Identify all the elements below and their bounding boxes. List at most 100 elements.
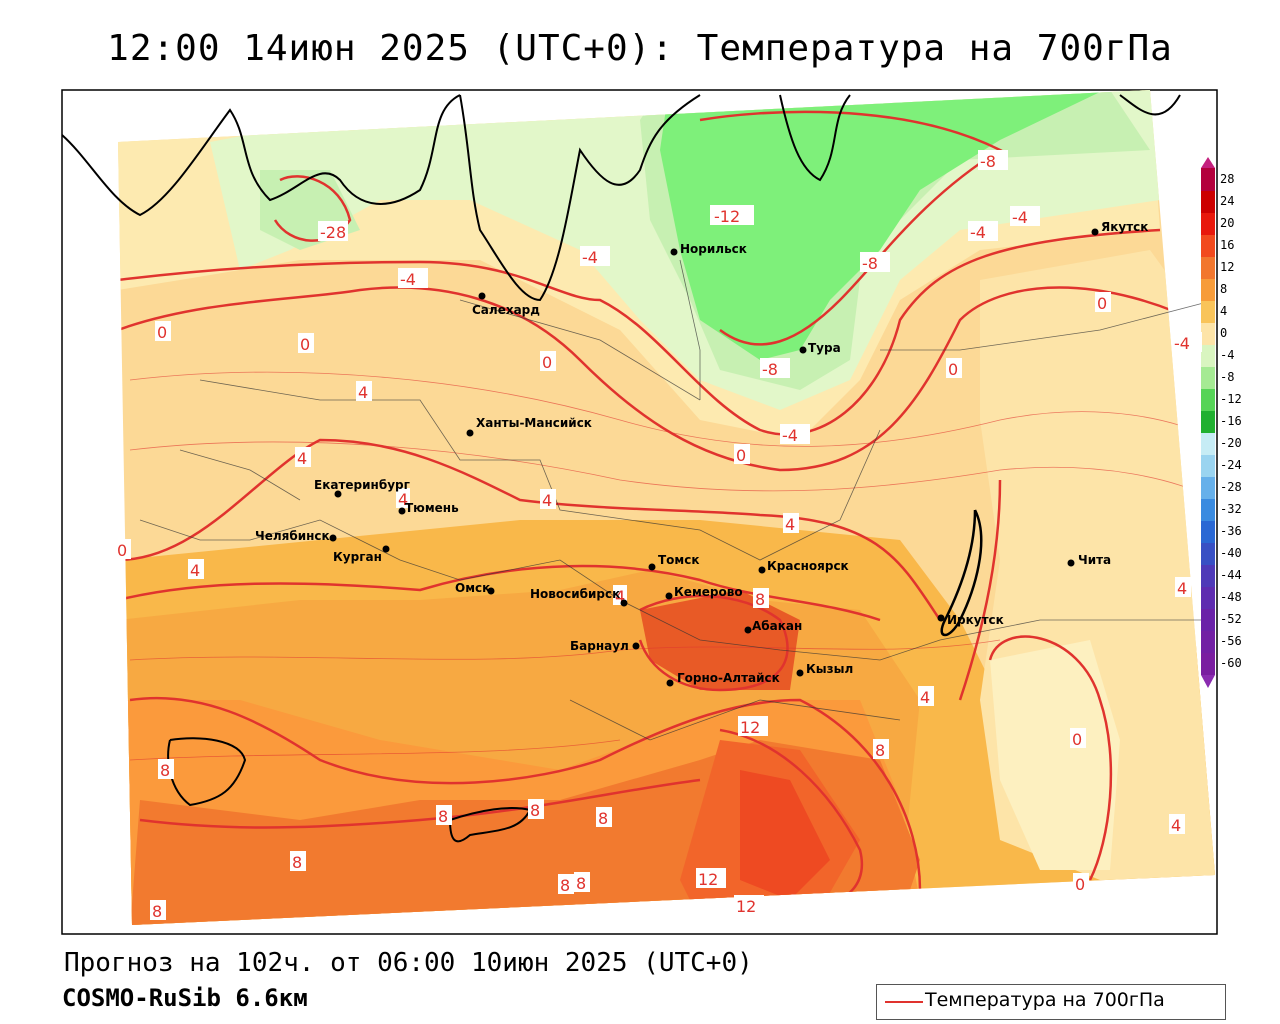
cb-label: -40 (1220, 546, 1242, 560)
isotherm-label: 8 (292, 853, 302, 872)
cb-label: -36 (1220, 524, 1242, 538)
cb-label: -28 (1220, 480, 1242, 494)
city-label: Кемерово (674, 585, 743, 599)
isotherm-label: 0 (1097, 294, 1107, 313)
isotherm-label: -4 (782, 426, 798, 445)
city-label: Ханты-Мансийск (476, 416, 592, 430)
cb-label: 0 (1220, 326, 1227, 340)
isotherm-labels: -28 -4 -4 -12 -8 -8 -4 -4 0 0 -4 -8 -4 0… (115, 150, 1202, 921)
cb-label: 12 (1220, 260, 1234, 274)
city-label: Абакан (752, 619, 802, 633)
city-label: Горно-Алтайск (677, 671, 780, 685)
isotherm-label: 0 (117, 541, 127, 560)
isotherm-label: 4 (542, 491, 552, 510)
city-label: Томск (658, 553, 700, 567)
cb-label: -4 (1220, 348, 1234, 362)
city-label: Барнаул (570, 639, 629, 653)
isotherm-label: -12 (714, 207, 740, 226)
isotherm-label: 4 (190, 561, 200, 580)
isotherm-label: -4 (970, 223, 986, 242)
cb-label: -24 (1220, 458, 1242, 472)
isotherm-label: -4 (400, 270, 416, 289)
city-label: Омск (455, 581, 490, 595)
isotherm-label: 4 (1177, 579, 1187, 598)
isotherm-label: 8 (875, 741, 885, 760)
isotherm-label: 4 (358, 383, 368, 402)
isotherm-label: -4 (1174, 334, 1190, 353)
city-label: Новосибирск (530, 587, 620, 601)
cb-label: -44 (1220, 568, 1242, 582)
isotherm-label: 8 (560, 876, 570, 895)
isotherm-label: -28 (320, 223, 346, 242)
isotherm-label: 8 (530, 801, 540, 820)
isotherm-label: -8 (762, 360, 778, 379)
legend-line-swatch (885, 1001, 923, 1003)
isotherm-label: -8 (862, 254, 878, 273)
isotherm-label: 12 (740, 718, 760, 737)
cb-label: -20 (1220, 436, 1242, 450)
cb-label: -48 (1220, 590, 1242, 604)
isotherm-label: -8 (980, 152, 996, 171)
city-label: Кызыл (806, 662, 853, 676)
cb-label: 28 (1220, 172, 1234, 186)
city-label: Якутск (1101, 220, 1148, 234)
city-label: Екатеринбург (314, 478, 410, 492)
cb-label: -16 (1220, 414, 1242, 428)
isotherm-label: 0 (1072, 730, 1082, 749)
legend: Температура на 700гПа (876, 984, 1226, 1020)
isotherm-label: 0 (1075, 875, 1085, 894)
isotherm-contours (118, 110, 1215, 917)
cb-label: -32 (1220, 502, 1242, 516)
city-label: Тура (808, 341, 841, 355)
isotherm-label: 4 (920, 688, 930, 707)
legend-label: Температура на 700гПа (925, 989, 1165, 1011)
isotherm-label: 4 (615, 587, 625, 606)
isotherm-label: 8 (598, 809, 608, 828)
isotherm-label: 4 (785, 515, 795, 534)
city-label: Красноярск (767, 559, 849, 573)
isotherm-label: 0 (948, 360, 958, 379)
cb-label: -56 (1220, 634, 1242, 648)
region-borders (139, 259, 1216, 741)
isotherm-label: 0 (736, 446, 746, 465)
isotherm-label: 8 (576, 874, 586, 893)
city-label: Курган (333, 550, 382, 564)
isotherm-label: 0 (300, 335, 310, 354)
isotherm-label: 12 (698, 870, 718, 889)
cb-label: 24 (1220, 194, 1234, 208)
city-label: Норильск (680, 242, 747, 256)
cb-label: -12 (1220, 392, 1242, 406)
city-label: Иркутск (947, 613, 1004, 627)
isotherm-label: 4 (1171, 816, 1181, 835)
isotherm-label: 8 (152, 902, 162, 921)
cb-label: 8 (1220, 282, 1227, 296)
isotherm-label: 0 (542, 353, 552, 372)
map-title: 12:00 14июн 2025 (UTC+0): Температура на… (107, 28, 1173, 69)
temperature-field (118, 90, 1215, 925)
isotherm-label: 4 (398, 490, 408, 509)
city-markers: Норильск Якутск Салехард Тура Ханты-Манс… (255, 220, 1148, 687)
city-label: Салехард (472, 303, 540, 317)
isotherm-label: 8 (160, 761, 170, 780)
cb-label: -8 (1220, 370, 1234, 384)
isotherm-label: 8 (438, 807, 448, 826)
model-name: COSMO-RuSib 6.6км (62, 984, 308, 1012)
cb-label: 20 (1220, 216, 1234, 230)
isotherm-label: 8 (755, 590, 765, 609)
cb-label: -60 (1220, 656, 1242, 670)
isotherm-label: -4 (582, 248, 598, 267)
city-label: Челябинск (255, 529, 330, 543)
cb-label: -52 (1220, 612, 1242, 626)
thin-contours (129, 371, 1215, 761)
isotherm-label: 0 (157, 323, 167, 342)
city-label: Тюмень (405, 501, 459, 515)
isotherm-label: -4 (1012, 208, 1028, 227)
cb-label: 16 (1220, 238, 1234, 252)
forecast-info: Прогноз на 102ч. от 06:00 10июн 2025 (UT… (64, 948, 753, 978)
isotherm-label: 12 (736, 897, 756, 916)
coastlines (61, 94, 1181, 843)
isotherm-label: 4 (297, 449, 307, 468)
colorbar: 28 24 20 16 12 8 4 0 -4 -8 -12 -16 -20 -… (1201, 157, 1242, 688)
city-label: Чита (1078, 553, 1111, 567)
